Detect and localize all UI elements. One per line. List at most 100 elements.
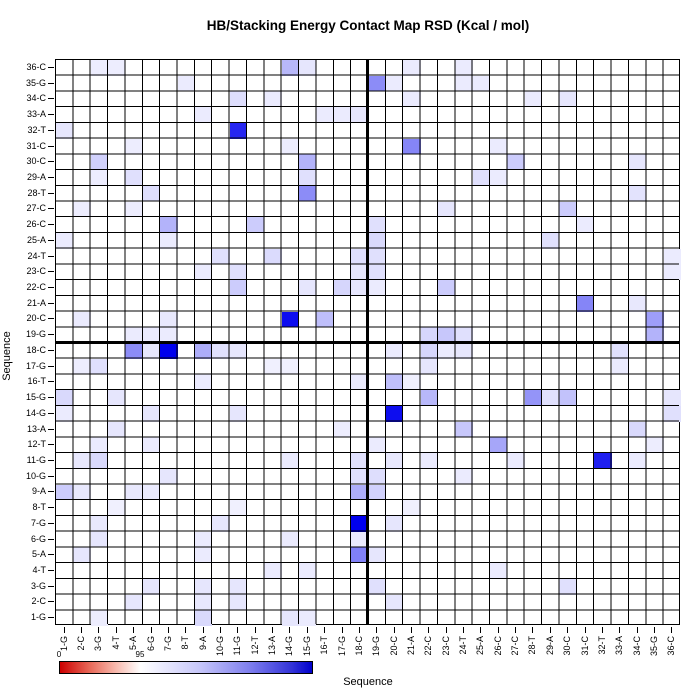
y-tick <box>48 192 54 194</box>
heatmap-cell <box>472 170 491 186</box>
y-tick-label-32-T: 32-T <box>27 124 46 135</box>
heatmap-cell <box>385 405 404 422</box>
x-tick <box>306 627 308 633</box>
y-tick-label-23-C: 23-C <box>26 266 46 277</box>
x-tick-label-35-G: 35-G <box>649 636 659 657</box>
heatmap-cell <box>90 358 109 375</box>
heatmap-cell <box>611 358 629 375</box>
x-tick <box>63 627 65 633</box>
heatmap-cell <box>542 390 560 406</box>
x-tick-label-34-C: 34-C <box>631 636 642 656</box>
y-tick-label-28-T: 28-T <box>27 187 46 198</box>
heatmap-cell <box>420 358 438 375</box>
y-tick <box>48 617 54 619</box>
y-tick-label-21-A: 21-A <box>26 297 46 308</box>
heatmap-cell <box>368 578 386 595</box>
heatmap-cell <box>281 311 300 328</box>
x-tick <box>150 627 152 633</box>
heatmap-cell <box>142 437 161 454</box>
x-tick <box>202 627 204 633</box>
heatmap-cell <box>628 421 647 438</box>
x-tick <box>549 627 551 633</box>
x-tick <box>601 627 603 633</box>
heatmap-cell <box>160 468 178 485</box>
heatmap-cell <box>90 515 109 532</box>
y-tick-label-20-C: 20-C <box>26 313 46 324</box>
heatmap-cell <box>524 390 543 406</box>
heatmap-cell <box>56 390 74 406</box>
heatmap-cell <box>490 170 508 186</box>
heatmap-cell <box>368 264 386 281</box>
heatmap-cell <box>160 232 178 249</box>
heatmap-cell <box>299 563 317 579</box>
heatmap-cell <box>229 405 247 422</box>
heatmap-cell <box>125 594 143 611</box>
heatmap-cell <box>455 60 473 76</box>
y-tick-label-24-T: 24-T <box>27 250 46 261</box>
heatmap-cell <box>663 248 681 265</box>
heatmap-cell <box>333 421 352 438</box>
x-tick <box>497 627 499 633</box>
heatmap-cell <box>125 484 143 501</box>
y-tick-label-10-G: 10-G <box>25 470 46 481</box>
y-tick-label-34-C: 34-C <box>26 93 46 104</box>
x-tick-label-27-C: 27-C <box>510 636 521 656</box>
x-tick <box>532 627 534 633</box>
heatmap-cell <box>420 453 438 469</box>
heatmap-cell <box>125 138 143 155</box>
x-tick <box>115 627 117 633</box>
x-tick-label-17-G: 17-G <box>336 636 347 657</box>
y-tick-label-22-C: 22-C <box>26 282 46 292</box>
y-tick-label-1-G: 1-G <box>30 612 46 623</box>
x-tick <box>445 627 447 633</box>
heatmap-cell <box>56 122 74 139</box>
heatmap-cell <box>194 264 213 281</box>
x-tick-label-22-C: 22-C <box>423 636 434 656</box>
heatmap-cell <box>160 311 178 328</box>
x-tick-label-16-T: 16-T <box>319 636 330 655</box>
x-tick <box>81 627 82 633</box>
x-tick <box>167 627 169 633</box>
heatmap-cell <box>90 154 109 171</box>
heatmap-cell <box>385 343 404 359</box>
heatmap-cell <box>212 248 230 265</box>
y-tick <box>48 114 54 115</box>
heatmap-cell <box>229 343 247 359</box>
x-tick <box>567 627 569 633</box>
heatmap-cell <box>368 232 386 249</box>
y-tick <box>48 318 54 320</box>
y-tick-label-16-T: 16-T <box>27 376 46 387</box>
y-tick-label-19-G: 19-G <box>25 329 46 340</box>
y-tick-label-25-A: 25-A <box>26 234 46 245</box>
heatmap-cell <box>125 343 143 359</box>
heatmap-cell <box>455 75 473 92</box>
heatmap-cell <box>507 154 525 171</box>
y-tick-label-29-A: 29-A <box>26 171 46 182</box>
heatmap-cell <box>299 170 317 186</box>
y-tick-label-5-A: 5-A <box>31 549 46 560</box>
y-tick <box>48 459 54 461</box>
color-scale-min-label: 0 <box>56 650 62 659</box>
heatmap-cell <box>160 343 178 359</box>
heatmap-cell <box>403 91 421 108</box>
heatmap-cell <box>281 358 300 375</box>
x-tick <box>254 627 256 633</box>
heatmap-cell <box>646 311 664 328</box>
x-tick <box>341 627 343 633</box>
x-tick-label-23-C: 23-C <box>440 636 451 656</box>
y-tick <box>48 538 54 540</box>
y-tick <box>48 412 54 414</box>
y-tick-label-26-C: 26-C <box>26 219 46 230</box>
heatmap-cell <box>73 484 91 501</box>
y-tick <box>48 82 54 84</box>
heatmap-cell <box>229 594 247 611</box>
y-axis-title: Sequence <box>1 331 13 381</box>
heatmap-cell <box>73 453 91 469</box>
color-scale-mid-label: 95 <box>135 650 145 659</box>
heatmap-cell <box>628 185 647 202</box>
heatmap-cell <box>108 390 126 406</box>
x-tick-label-19-G: 19-G <box>371 636 382 657</box>
heatmap-cell <box>542 232 560 249</box>
heatmap-cell <box>90 170 109 186</box>
heatmap-cell <box>490 437 508 454</box>
